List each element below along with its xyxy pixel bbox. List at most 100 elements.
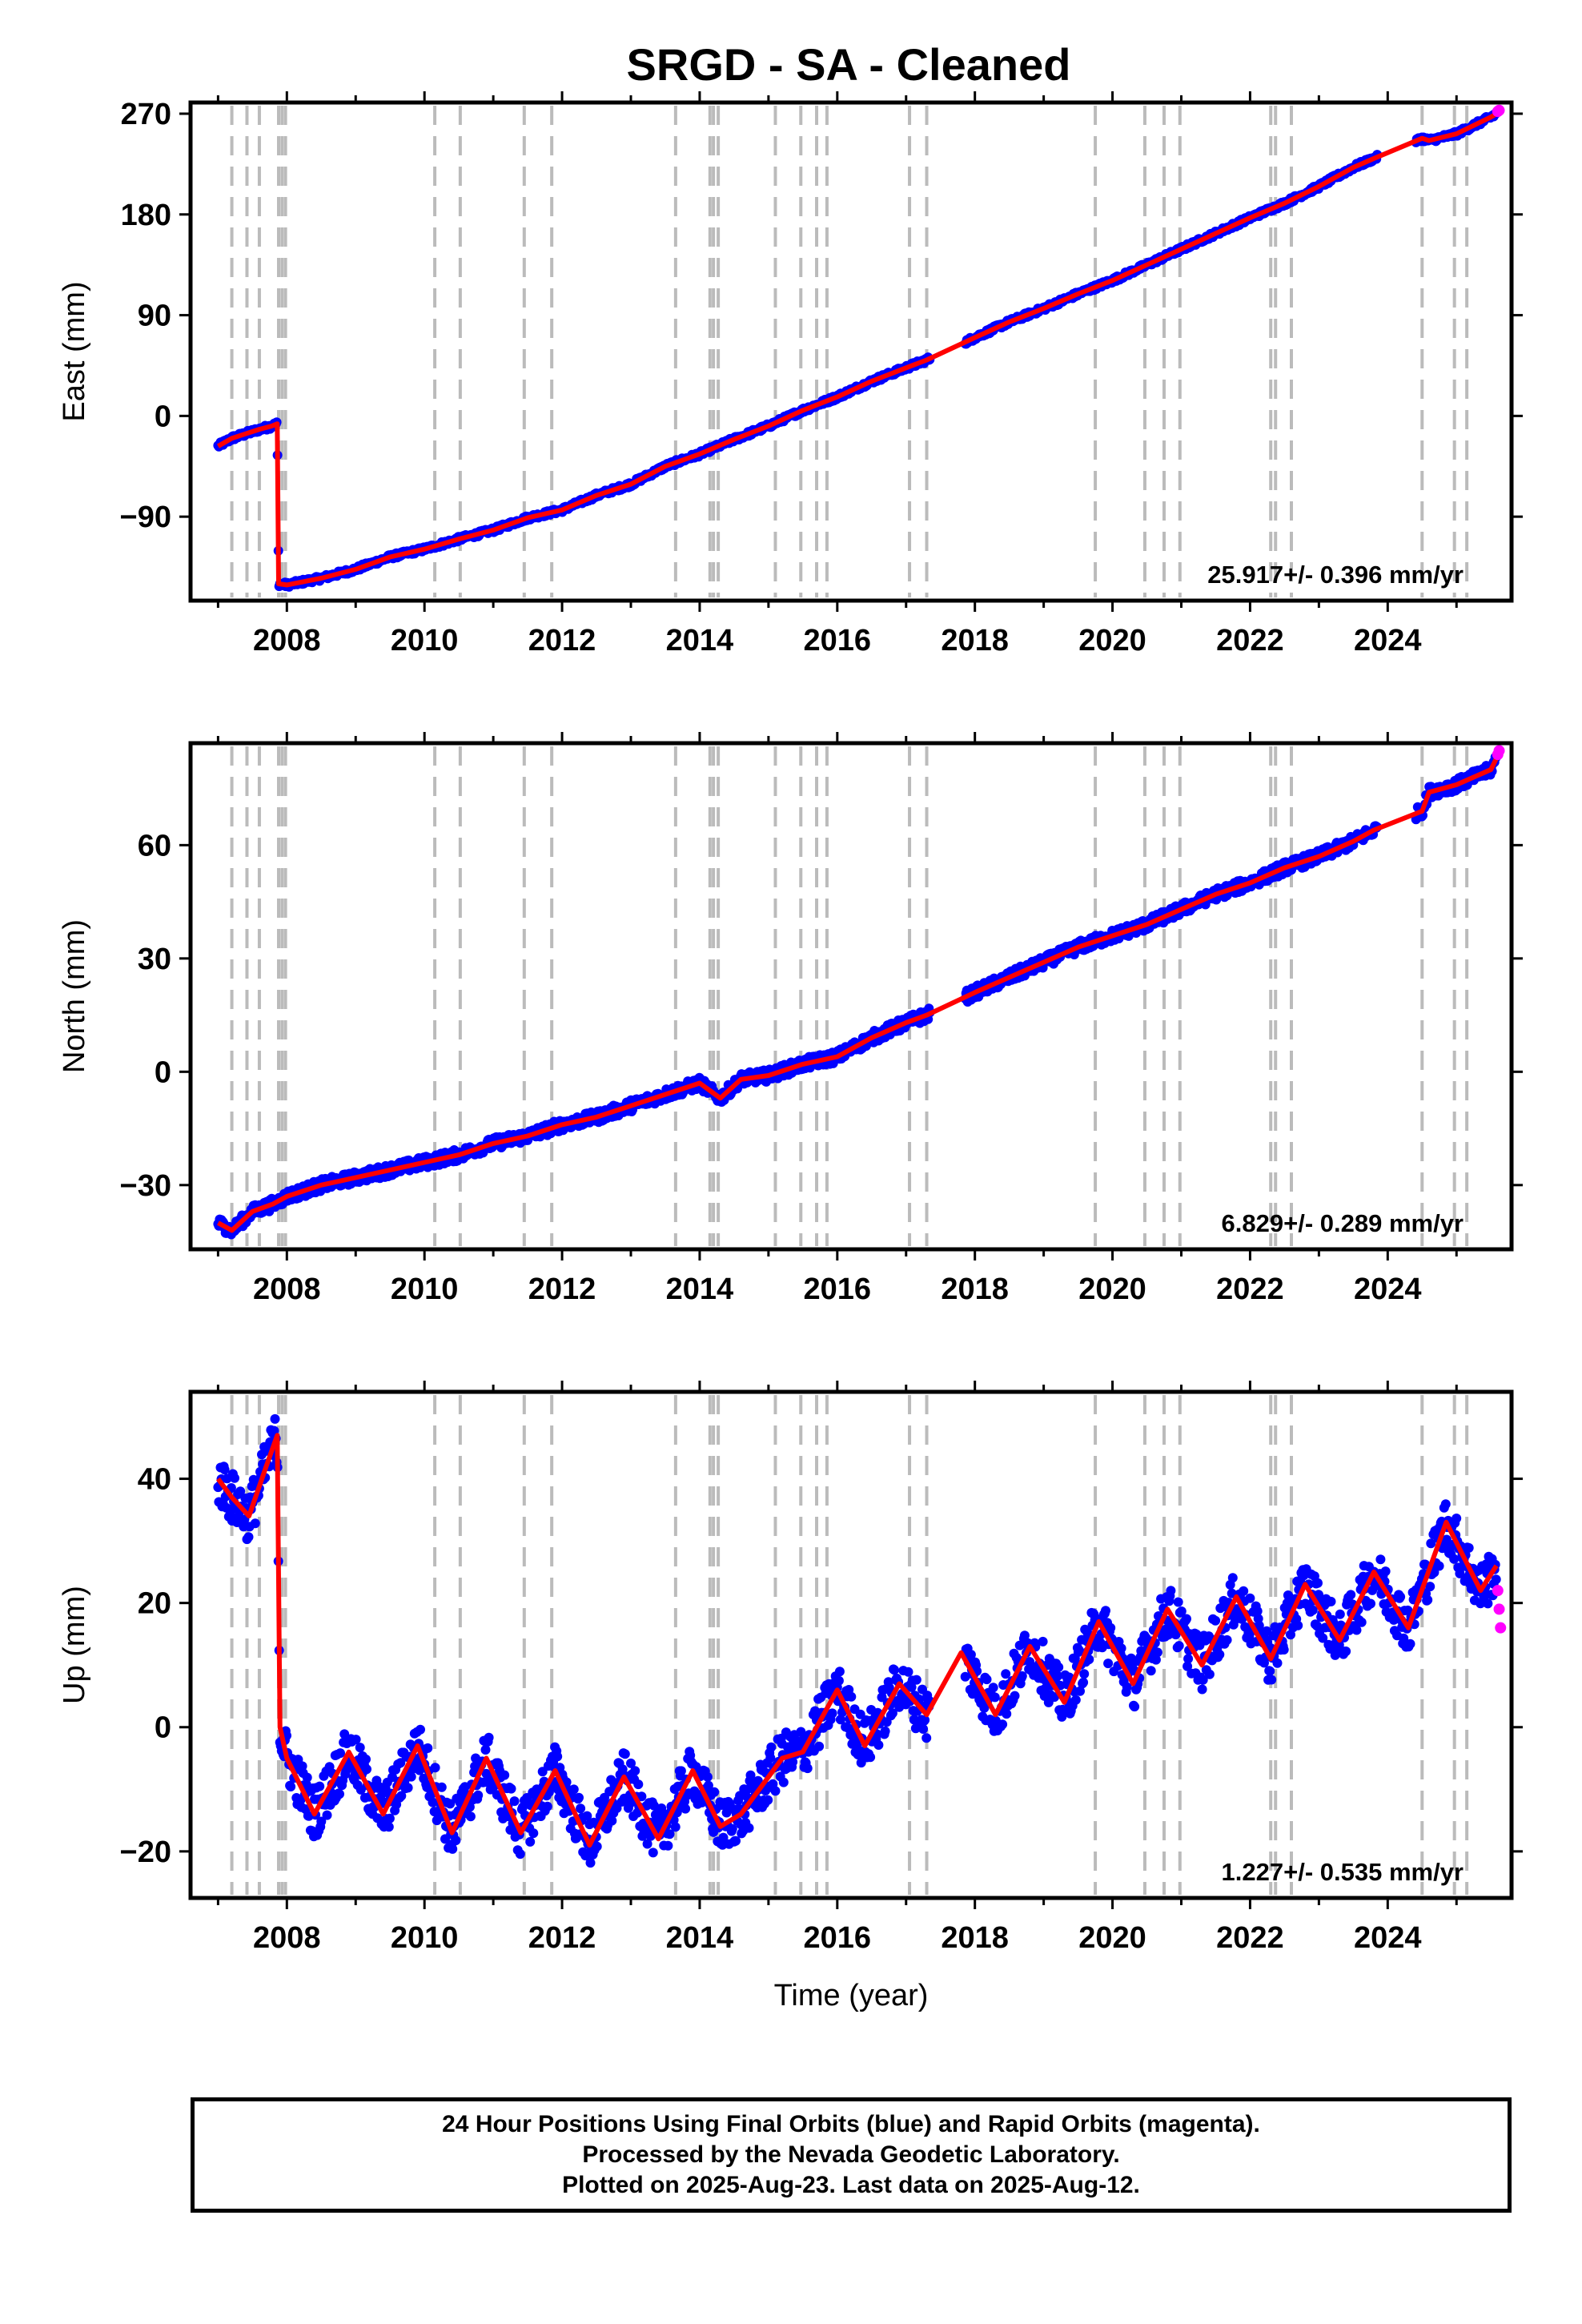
data-point xyxy=(1491,1574,1501,1585)
rapid-orbit-point xyxy=(1493,104,1505,116)
y-tick-label: −30 xyxy=(120,1169,171,1203)
x-tick-label: 2012 xyxy=(528,1921,596,1955)
data-point xyxy=(1103,1659,1114,1669)
data-point xyxy=(416,1724,425,1735)
data-point xyxy=(250,1518,260,1529)
y-tick-label: −90 xyxy=(120,501,171,534)
model-line xyxy=(216,757,1499,1233)
y-tick-label: 90 xyxy=(138,300,171,333)
data-point xyxy=(1101,1606,1110,1616)
data-point xyxy=(855,1709,865,1719)
data-point xyxy=(509,1796,520,1807)
footer-info-box: 24 Hour Positions Using Final Orbits (bl… xyxy=(191,2097,1512,2213)
data-point xyxy=(889,1665,899,1675)
plot-frame xyxy=(188,741,1514,1252)
data-point xyxy=(1038,1636,1048,1647)
x-axis-label: Time (year) xyxy=(774,1979,929,2012)
final-orbit-points xyxy=(213,108,1501,592)
data-point xyxy=(1215,1650,1225,1659)
data-point xyxy=(406,1771,416,1782)
data-point xyxy=(383,1822,394,1832)
data-point xyxy=(648,1848,658,1858)
data-point xyxy=(1078,1677,1089,1687)
data-point xyxy=(982,1675,992,1685)
data-point xyxy=(765,1753,776,1763)
data-point xyxy=(568,1784,579,1795)
x-tick-label: 2018 xyxy=(941,1273,1009,1306)
data-point xyxy=(880,1726,890,1736)
data-point xyxy=(1174,1641,1184,1651)
data-point xyxy=(814,1741,825,1751)
data-point xyxy=(979,1703,990,1713)
data-point xyxy=(990,1692,1000,1703)
data-point xyxy=(480,1745,491,1755)
data-point xyxy=(960,1671,970,1682)
data-point xyxy=(873,1740,884,1750)
data-point xyxy=(574,1792,584,1803)
data-point xyxy=(473,1790,484,1800)
data-point xyxy=(1313,1578,1323,1588)
data-point xyxy=(1267,1675,1277,1685)
data-point xyxy=(670,1822,681,1832)
data-point xyxy=(988,1683,998,1693)
data-point xyxy=(827,1708,837,1719)
data-point xyxy=(403,1783,413,1793)
data-point xyxy=(1182,1661,1193,1671)
data-point xyxy=(302,1772,312,1783)
data-point xyxy=(1173,1597,1183,1607)
x-tick-label: 2016 xyxy=(804,624,872,657)
data-point xyxy=(384,1813,395,1823)
data-point xyxy=(745,1770,756,1780)
data-point xyxy=(681,1803,691,1814)
data-point xyxy=(1001,1669,1011,1679)
data-point xyxy=(270,1413,280,1424)
rapid-orbit-point xyxy=(1492,1585,1504,1597)
data-point xyxy=(1152,1647,1162,1658)
data-point xyxy=(911,1675,921,1685)
data-point xyxy=(243,1532,254,1542)
data-point xyxy=(235,1486,246,1497)
data-point xyxy=(998,1719,1008,1730)
y-axis-label: North (mm) xyxy=(58,919,91,1073)
data-point xyxy=(918,1724,929,1734)
x-tick-label: 2010 xyxy=(391,1921,459,1955)
data-point xyxy=(351,1735,361,1745)
event-lines xyxy=(230,106,1469,597)
data-point xyxy=(766,1742,777,1752)
data-point xyxy=(515,1849,525,1860)
data-point xyxy=(542,1801,552,1811)
data-point xyxy=(465,1811,476,1822)
data-point xyxy=(1375,1554,1386,1565)
data-point xyxy=(1483,1598,1493,1609)
x-tick-label: 2022 xyxy=(1216,1921,1284,1955)
data-point xyxy=(1286,1630,1295,1640)
data-point xyxy=(663,1840,673,1851)
rate-label: 1.227+/- 0.535 mm/yr xyxy=(1222,1858,1464,1886)
x-tick-label: 2014 xyxy=(666,624,734,657)
x-tick-label: 2024 xyxy=(1354,1273,1422,1306)
data-point xyxy=(582,1811,592,1821)
data-point xyxy=(865,1752,876,1763)
data-point xyxy=(630,1766,640,1776)
data-point xyxy=(315,1781,325,1791)
data-point xyxy=(966,1650,976,1660)
data-point xyxy=(1084,1655,1094,1665)
plot-frame xyxy=(188,1389,1514,1900)
data-point xyxy=(1082,1627,1093,1638)
data-point xyxy=(230,1473,239,1483)
data-point xyxy=(1366,1598,1375,1609)
y-tick-label: 270 xyxy=(121,98,171,131)
data-point xyxy=(626,1758,636,1768)
data-point xyxy=(525,1836,536,1847)
data-point xyxy=(1017,1671,1027,1681)
data-point xyxy=(778,1777,789,1787)
data-point xyxy=(1227,1573,1238,1583)
x-tick-label: 2020 xyxy=(1078,1921,1146,1955)
x-tick-label: 2016 xyxy=(804,1273,872,1306)
data-point xyxy=(903,1667,913,1677)
data-point xyxy=(833,1675,844,1686)
data-point xyxy=(1002,1709,1012,1719)
data-point xyxy=(1341,1647,1351,1656)
